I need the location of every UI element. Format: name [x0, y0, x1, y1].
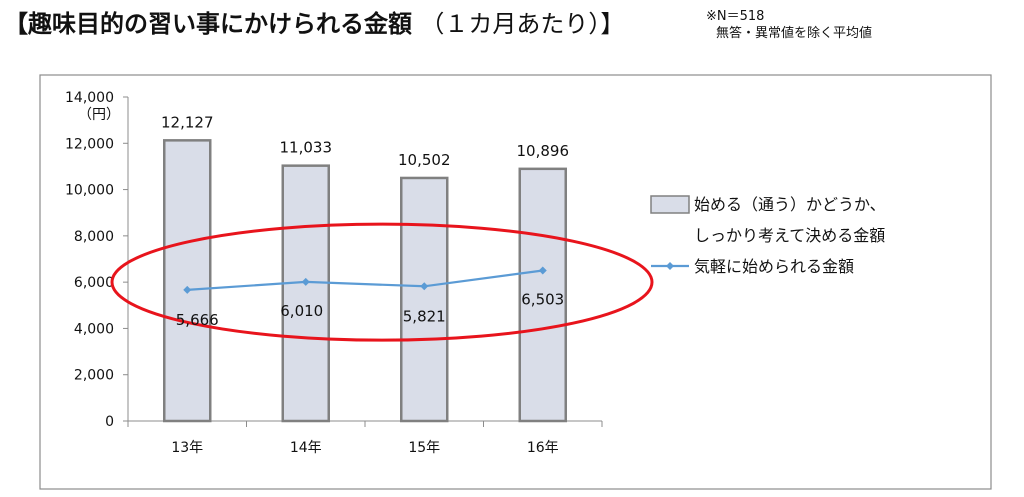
highlight-annotation: [110, 222, 654, 342]
legend-label-bar-line1: 始める（通う）かどうか、: [694, 195, 886, 214]
data-labels: 12,127 11,033 10,502 10,896 5,666 6,010 5,821 6…: [161, 113, 569, 329]
bar-value-label: 10,896: [517, 142, 570, 160]
bar-series: [163, 139, 567, 423]
line-value-label: 5,821: [403, 307, 446, 325]
page-title: 【趣味目的の習い事にかけられる金額 （１カ月あたり）】: [4, 4, 624, 39]
y-tick-label: 0: [105, 414, 114, 430]
series-line: [187, 269, 543, 291]
y-tick-label: 4,000: [74, 321, 114, 337]
legend-label-bar-line2: しっかり考えて決める金額: [694, 226, 885, 245]
x-tick-label: 16年: [527, 440, 559, 456]
line-point: [538, 266, 547, 275]
bar: [400, 176, 449, 423]
y-tick-label: 12,000: [65, 136, 114, 152]
bar: [281, 164, 330, 423]
x-tick-label: 14年: [290, 440, 322, 456]
bar: [163, 139, 212, 423]
note-line-1: ※N＝518: [706, 9, 765, 24]
note-line-2: 無答・異常値を除く平均値: [716, 26, 873, 41]
line-value-label: 6,503: [521, 291, 564, 309]
line-point: [183, 285, 192, 294]
y-tick-label: 10,000: [65, 183, 114, 199]
x-tick-label: 13年: [171, 440, 203, 456]
legend-label-line: 気軽に始められる金額: [694, 257, 854, 276]
title-sub: （１カ月あたり）】: [420, 10, 625, 38]
y-tick-label: 14,000: [65, 90, 114, 106]
x-tick-label: 15年: [408, 440, 440, 456]
y-tick-label: 2,000: [74, 368, 114, 384]
legend-swatch-bar: [650, 195, 690, 214]
line-value-label: 5,666: [176, 311, 219, 329]
bar-value-label: 10,502: [398, 151, 451, 169]
y-tick-label: 6,000: [74, 275, 114, 291]
line-point: [301, 277, 310, 286]
legend-swatch-marker: [666, 262, 674, 270]
bar: [518, 167, 567, 423]
red-ellipse: [110, 222, 654, 342]
line-point: [420, 282, 429, 291]
bar-value-label: 12,127: [161, 113, 214, 131]
line-value-label: 6,010: [280, 302, 323, 320]
y-axis-label: （円）: [78, 107, 120, 123]
chart-axes: 0 2,000 4,000 6,000 8,000 10,000 12,000 14,000（…: [65, 90, 603, 456]
line-series: [183, 266, 547, 294]
y-tick-label: 8,000: [74, 229, 114, 245]
title-main: 【趣味目的の習い事にかけられる金額: [4, 10, 412, 38]
bar-value-label: 11,033: [280, 139, 333, 157]
sample-note: ※N＝518 無答・異常値を除く平均値: [706, 8, 872, 42]
